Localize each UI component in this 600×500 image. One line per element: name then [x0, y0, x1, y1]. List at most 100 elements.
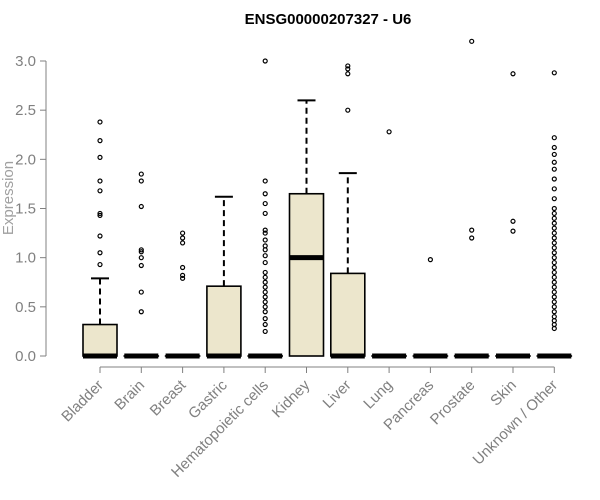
outlier-point: [97, 178, 103, 184]
outlier-point: [551, 225, 557, 231]
y-tick-label: 2.5: [15, 102, 36, 119]
outlier-point: [138, 249, 144, 255]
outlier-point: [551, 144, 557, 151]
outlier-point: [345, 71, 351, 77]
y-tick-label: 3.0: [15, 53, 36, 70]
outlier-point: [262, 243, 268, 249]
outlier-point: [551, 240, 557, 246]
chart-title: ENSG00000207327 - U6: [245, 11, 412, 28]
outlier-point: [262, 321, 268, 328]
outlier-point: [97, 261, 103, 268]
y-tick-label: 1.0: [15, 250, 36, 267]
outlier-point: [138, 203, 144, 210]
outlier-point: [345, 63, 351, 69]
outlier-point: [180, 264, 186, 271]
x-tick-label: Kidney: [269, 376, 314, 421]
outlier-point: [386, 129, 392, 135]
outlier-point: [551, 159, 557, 165]
outlier-point: [97, 138, 103, 144]
outlier-point: [262, 200, 268, 207]
y-axis-title: Expression: [0, 161, 17, 235]
outlier-point: [180, 272, 186, 278]
outlier-point: [345, 107, 351, 113]
outlier-point: [97, 119, 103, 125]
outlier-point: [551, 284, 557, 290]
outlier-point: [551, 215, 557, 221]
outlier-point: [180, 275, 186, 281]
y-tick-label: 0.0: [15, 348, 36, 365]
outlier-point: [262, 294, 268, 300]
outlier-point: [262, 299, 268, 305]
outlier-point: [510, 228, 516, 234]
outlier-point: [551, 210, 557, 217]
outlier-point: [138, 309, 144, 315]
outlier-point: [551, 205, 557, 212]
outlier-point: [97, 154, 103, 160]
outlier-point: [551, 289, 557, 295]
x-tick-label: Lung: [360, 377, 396, 413]
outlier-point: [551, 166, 557, 172]
outlier-point: [469, 235, 475, 241]
outlier-point: [551, 259, 557, 266]
outlier-point: [551, 176, 557, 182]
y-tick-label: 1.5: [15, 201, 36, 218]
y-tick-label: 0.5: [15, 299, 36, 316]
outlier-point: [262, 227, 268, 233]
outlier-point: [510, 218, 516, 224]
outlier-point: [469, 227, 475, 233]
x-tick-label: Prostate: [427, 377, 479, 429]
outlier-point: [138, 247, 144, 253]
outlier-point: [345, 66, 351, 72]
outlier-point: [138, 262, 144, 269]
outlier-point: [262, 253, 268, 259]
outlier-point: [551, 314, 557, 320]
outlier-point: [551, 230, 557, 236]
outlier-point: [510, 71, 516, 77]
outlier-point: [551, 269, 557, 276]
outlier-point: [551, 235, 557, 241]
outlier-point: [97, 210, 103, 217]
outlier-point: [551, 70, 557, 76]
outlier-point: [262, 328, 268, 335]
box: [206, 285, 242, 357]
outlier-point: [262, 178, 268, 184]
outlier-point: [97, 212, 103, 218]
x-tick-label: Brain: [111, 377, 148, 414]
x-tick-label: Skin: [487, 377, 520, 410]
outlier-point: [551, 309, 557, 315]
outlier-point: [551, 304, 557, 310]
outlier-point: [97, 250, 103, 256]
outlier-point: [180, 240, 186, 246]
outlier-point: [262, 274, 268, 280]
outlier-point: [262, 230, 268, 236]
outlier-point: [97, 233, 103, 239]
outlier-point: [97, 188, 103, 194]
outlier-point: [262, 259, 268, 266]
box: [329, 272, 366, 357]
outlier-point: [551, 274, 557, 280]
outlier-point: [469, 38, 475, 44]
outlier-point: [138, 178, 144, 184]
outlier-point: [262, 284, 268, 290]
outlier-point: [262, 237, 268, 243]
outlier-point: [551, 299, 557, 305]
outlier-point: [262, 210, 268, 217]
outlier-point: [262, 269, 268, 276]
outlier-point: [138, 171, 144, 177]
outlier-point: [262, 304, 268, 310]
box: [82, 323, 118, 357]
outlier-point: [551, 250, 557, 256]
outlier-point: [551, 151, 557, 158]
x-tick-label: Liver: [320, 377, 355, 412]
outlier-point: [180, 235, 186, 241]
x-tick-label: Bladder: [58, 377, 107, 426]
outlier-point: [427, 257, 433, 263]
outlier-point: [262, 316, 268, 322]
outlier-point: [180, 230, 186, 236]
outlier-point: [262, 58, 268, 64]
outlier-point: [551, 264, 557, 271]
outlier-point: [551, 186, 557, 192]
outlier-point: [262, 289, 268, 295]
